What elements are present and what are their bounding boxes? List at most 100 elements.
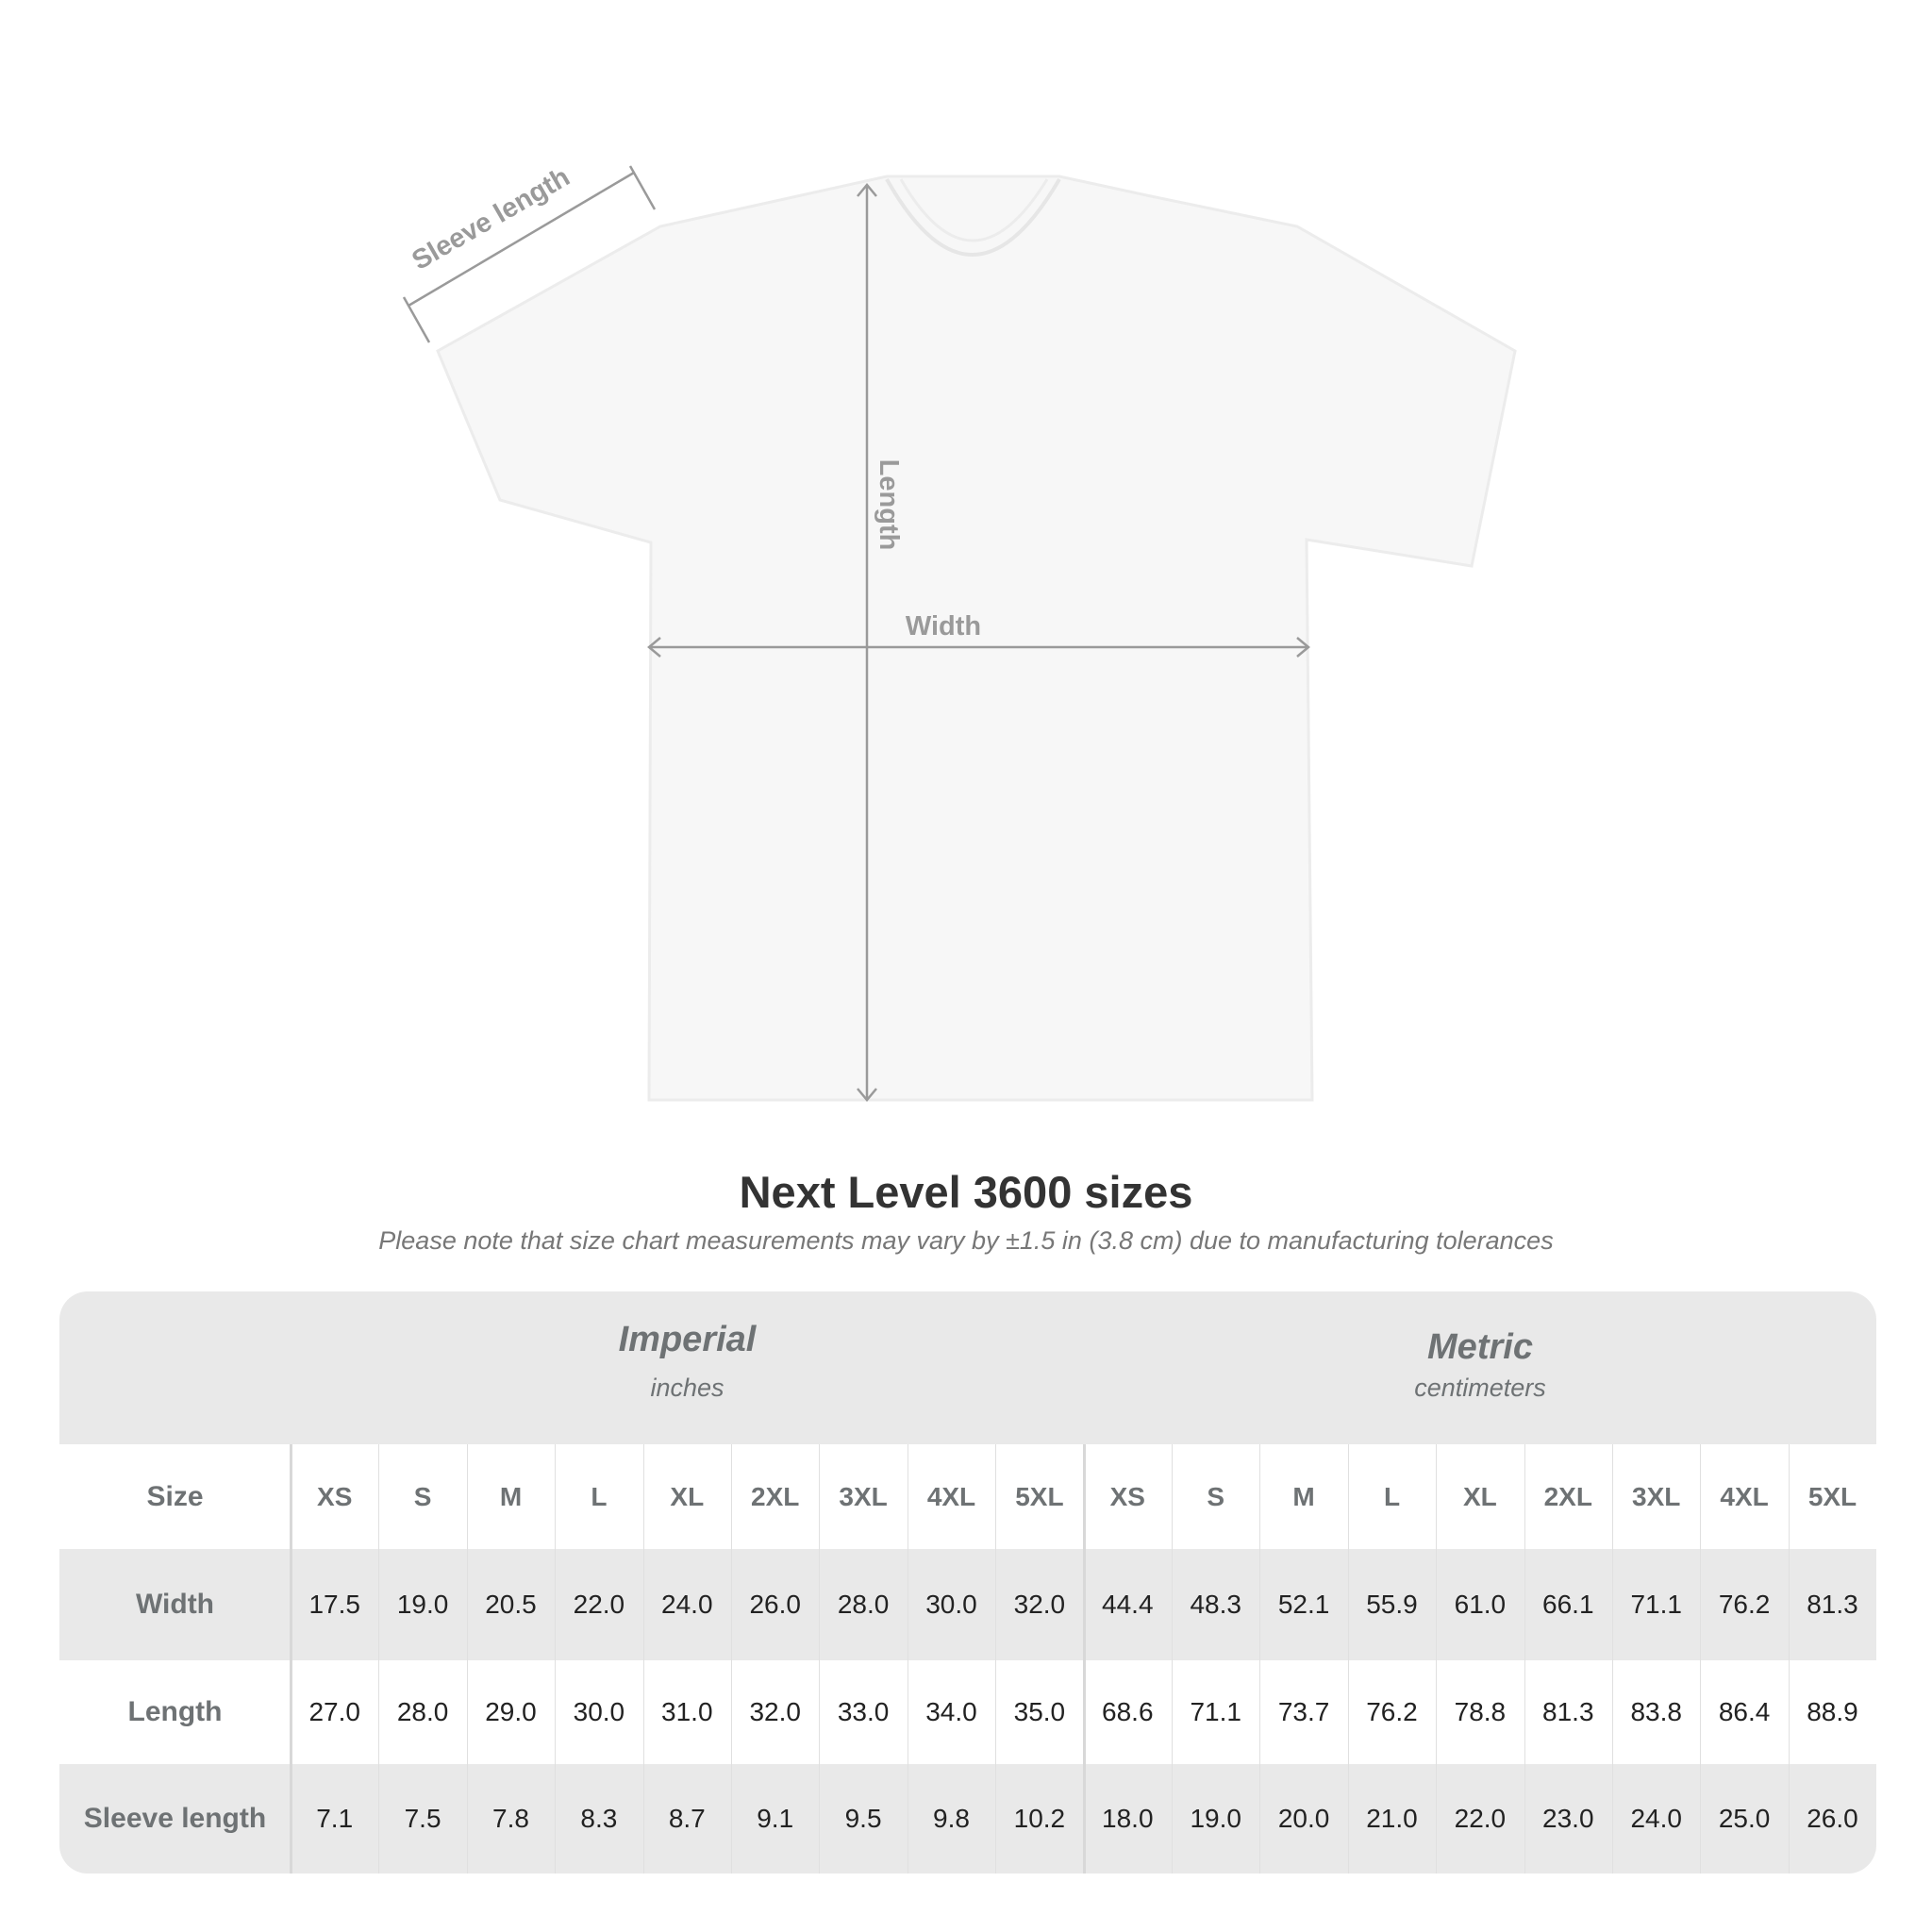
imperial-unit: inches xyxy=(650,1374,724,1402)
column-divider xyxy=(1700,1444,1702,1874)
table-cell: 24.0 xyxy=(1630,1804,1682,1833)
table-cell: 44.4 xyxy=(1102,1590,1154,1619)
table-cell: 29.0 xyxy=(485,1697,537,1726)
table-cell: 17.5 xyxy=(308,1590,360,1619)
table-cell: 22.0 xyxy=(1454,1804,1507,1833)
width-arrowhead-left xyxy=(647,637,661,658)
size-header-imperial: 4XL xyxy=(926,1481,976,1511)
row-label: Length xyxy=(127,1696,223,1727)
column-divider xyxy=(1436,1444,1438,1874)
table-cell: 30.0 xyxy=(925,1590,977,1619)
table-cell: 66.1 xyxy=(1542,1590,1594,1619)
table-cell: 76.2 xyxy=(1366,1697,1418,1726)
table-cell: 61.0 xyxy=(1454,1590,1507,1619)
table-cell: 24.0 xyxy=(661,1590,713,1619)
width-arrowhead-right xyxy=(1296,637,1310,658)
size-header-metric: 2XL xyxy=(1543,1481,1592,1511)
table-cell: 33.0 xyxy=(837,1697,890,1726)
table-cell: 9.5 xyxy=(844,1804,882,1833)
page-title: Next Level 3600 sizes xyxy=(739,1167,1193,1217)
table-cell: 71.1 xyxy=(1630,1590,1682,1619)
column-divider xyxy=(555,1444,557,1874)
size-header-imperial: 2XL xyxy=(751,1481,800,1511)
table-row xyxy=(59,1660,1876,1764)
column-divider xyxy=(1172,1444,1173,1874)
table-row xyxy=(59,1549,1876,1660)
table-cell: 19.0 xyxy=(1190,1804,1241,1833)
size-row xyxy=(59,1444,1876,1549)
imperial-title: Imperial xyxy=(618,1320,757,1359)
sleeve-tick-right xyxy=(628,165,657,210)
table-cell: 20.5 xyxy=(485,1590,537,1619)
column-divider xyxy=(1612,1444,1613,1874)
table-cell: 30.0 xyxy=(573,1697,625,1726)
column-divider xyxy=(1524,1444,1525,1874)
column-divider xyxy=(819,1444,821,1874)
table-cell: 34.0 xyxy=(925,1697,977,1726)
table-cell: 27.0 xyxy=(308,1697,360,1726)
table-cell: 26.0 xyxy=(749,1590,801,1619)
tshirt-shape xyxy=(436,175,1517,1102)
table-cell: 32.0 xyxy=(1013,1590,1066,1619)
table-cell: 7.8 xyxy=(492,1804,529,1833)
table-cell: 9.8 xyxy=(933,1804,970,1833)
table-cell: 8.7 xyxy=(668,1804,706,1833)
table-cell: 83.8 xyxy=(1630,1697,1682,1726)
table-cell: 81.3 xyxy=(1542,1697,1594,1726)
size-header-imperial: S xyxy=(413,1481,432,1511)
table-cell: 68.6 xyxy=(1102,1697,1154,1726)
size-header-imperial: XL xyxy=(670,1481,705,1511)
row-label: Width xyxy=(135,1589,215,1620)
imperial-header: Imperial inches xyxy=(291,1320,1084,1403)
table-cell: 73.7 xyxy=(1277,1697,1330,1726)
metric-unit: centimeters xyxy=(1414,1374,1546,1402)
table-cell: 20.0 xyxy=(1277,1804,1330,1833)
column-divider xyxy=(1259,1444,1261,1874)
table-cell: 31.0 xyxy=(661,1697,713,1726)
table-cell: 35.0 xyxy=(1013,1697,1066,1726)
size-header-metric: 5XL xyxy=(1807,1481,1857,1511)
size-header-imperial: XS xyxy=(317,1481,353,1511)
table-cell: 21.0 xyxy=(1366,1804,1418,1833)
table-cell: 48.3 xyxy=(1190,1590,1241,1619)
table-header-band xyxy=(59,1291,1876,1444)
tshirt-collar-inner xyxy=(899,178,1049,242)
metric-header: Metric centimeters xyxy=(1084,1327,1876,1403)
size-label: Size xyxy=(146,1480,204,1512)
size-header-metric: M xyxy=(1292,1481,1315,1511)
column-divider xyxy=(466,1444,468,1874)
table-row xyxy=(59,1764,1876,1874)
table-cell: 81.3 xyxy=(1807,1590,1858,1619)
size-header-imperial: 3XL xyxy=(839,1481,888,1511)
size-header-imperial: M xyxy=(499,1481,523,1511)
table-cell: 19.0 xyxy=(396,1590,449,1619)
size-header-metric: L xyxy=(1383,1481,1401,1511)
sleeve-length-label: Sleeve length xyxy=(408,162,575,276)
table-cell: 52.1 xyxy=(1277,1590,1330,1619)
size-header-metric: 4XL xyxy=(1720,1481,1769,1511)
table-cell: 7.5 xyxy=(404,1804,441,1833)
table-cell: 10.2 xyxy=(1013,1804,1066,1833)
table-cell: 23.0 xyxy=(1542,1804,1594,1833)
table-cell: 22.0 xyxy=(573,1590,625,1619)
size-header-metric: 3XL xyxy=(1632,1481,1681,1511)
table-cell: 25.0 xyxy=(1718,1804,1771,1833)
column-divider xyxy=(1788,1444,1790,1874)
table-cell: 78.8 xyxy=(1454,1697,1507,1726)
table-cell: 88.9 xyxy=(1807,1697,1858,1726)
column-divider xyxy=(1082,1444,1086,1874)
length-arrowhead-bottom xyxy=(857,1088,877,1102)
column-divider xyxy=(642,1444,644,1874)
size-header-imperial: L xyxy=(591,1481,608,1511)
table-cell: 55.9 xyxy=(1366,1590,1418,1619)
tshirt-collar xyxy=(885,177,1061,257)
table-cell: 86.4 xyxy=(1718,1697,1771,1726)
column-divider xyxy=(290,1444,292,1874)
table-cell: 18.0 xyxy=(1102,1804,1154,1833)
width-label: Width xyxy=(906,611,981,641)
table-cell: 28.0 xyxy=(396,1697,449,1726)
length-arrowhead-top xyxy=(857,183,877,197)
table-cell: 28.0 xyxy=(837,1590,890,1619)
column-divider xyxy=(1347,1444,1349,1874)
